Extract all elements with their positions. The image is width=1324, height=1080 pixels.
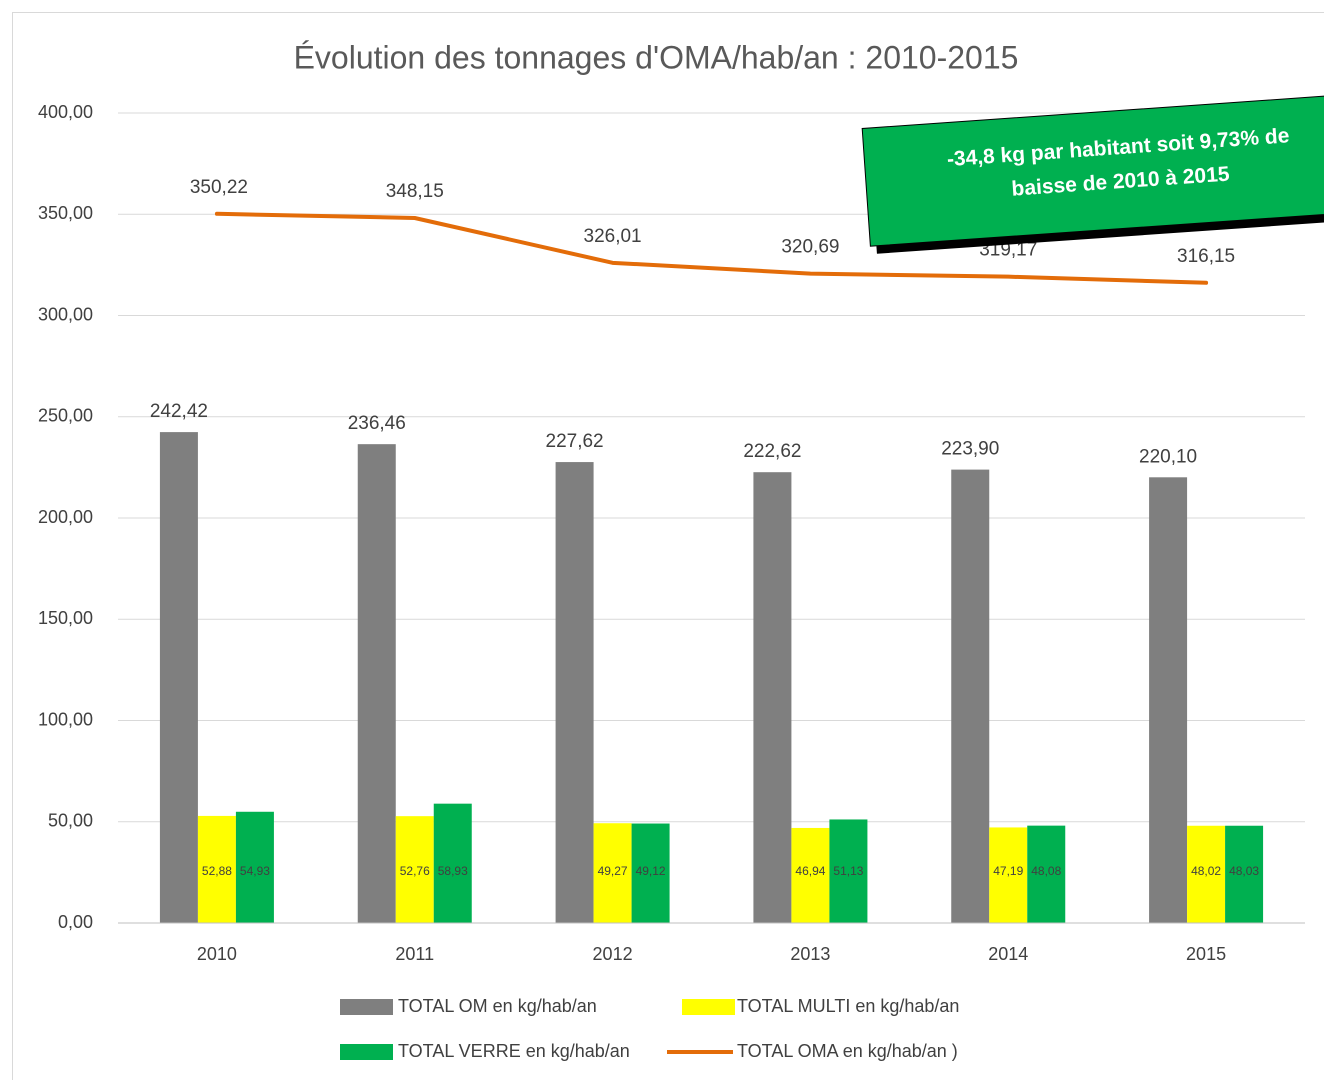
y-tick-label: 150,00 bbox=[38, 608, 93, 628]
legend-swatch bbox=[682, 999, 735, 1015]
legend-label: TOTAL VERRE en kg/hab/an bbox=[398, 1041, 630, 1061]
data-label: 223,90 bbox=[941, 439, 999, 460]
annotation-box bbox=[861, 95, 1324, 247]
y-tick-label: 300,00 bbox=[38, 304, 93, 324]
data-label: 51,13 bbox=[833, 864, 863, 878]
data-label: 326,01 bbox=[584, 226, 642, 247]
data-label: 54,93 bbox=[240, 864, 270, 878]
x-tick-label: 2011 bbox=[395, 944, 434, 964]
data-label: 48,02 bbox=[1191, 864, 1221, 878]
data-label: 49,12 bbox=[636, 864, 666, 878]
bar bbox=[829, 819, 868, 923]
data-label: 350,22 bbox=[190, 177, 248, 198]
bar bbox=[357, 444, 396, 923]
bar bbox=[1187, 825, 1226, 923]
data-label: 236,46 bbox=[348, 413, 406, 434]
bar bbox=[159, 432, 198, 923]
y-tick-label: 50,00 bbox=[48, 811, 93, 831]
data-label: 348,15 bbox=[386, 181, 444, 202]
bar bbox=[593, 823, 632, 923]
bar bbox=[395, 816, 434, 923]
data-label: 48,08 bbox=[1031, 864, 1061, 878]
bar bbox=[791, 827, 830, 923]
bar bbox=[433, 803, 472, 923]
y-tick-label: 350,00 bbox=[38, 203, 93, 223]
legend-label: TOTAL OM en kg/hab/an bbox=[398, 996, 597, 1016]
bar bbox=[555, 462, 594, 923]
data-label: 320,69 bbox=[781, 237, 839, 258]
data-label: 227,62 bbox=[546, 431, 604, 452]
data-label: 46,94 bbox=[795, 864, 825, 878]
bar bbox=[753, 472, 792, 923]
x-tick-label: 2015 bbox=[1186, 944, 1226, 964]
x-tick-label: 2010 bbox=[197, 944, 237, 964]
data-label: 58,93 bbox=[438, 864, 468, 878]
bar bbox=[951, 469, 990, 923]
line bbox=[214, 211, 1209, 285]
x-tick-label: 2012 bbox=[593, 944, 633, 964]
data-label: 49,27 bbox=[598, 864, 628, 878]
y-tick-label: 400,00 bbox=[38, 102, 93, 122]
x-tick-label: 2014 bbox=[988, 944, 1028, 964]
legend-swatch bbox=[340, 1044, 393, 1060]
bar bbox=[1225, 825, 1264, 923]
data-label: 47,19 bbox=[993, 864, 1023, 878]
y-tick-label: 100,00 bbox=[38, 709, 93, 729]
data-label: 220,10 bbox=[1139, 446, 1197, 467]
data-label: 52,76 bbox=[400, 864, 430, 878]
y-tick-label: 200,00 bbox=[38, 507, 93, 527]
data-label: 48,03 bbox=[1229, 864, 1259, 878]
data-label: 222,62 bbox=[743, 441, 801, 462]
bar bbox=[631, 823, 670, 923]
legend-label: TOTAL MULTI en kg/hab/an bbox=[737, 996, 959, 1016]
bar bbox=[1027, 825, 1066, 923]
data-label: 52,88 bbox=[202, 864, 232, 878]
y-tick-label: 0,00 bbox=[58, 912, 93, 932]
bar bbox=[989, 827, 1028, 923]
bar bbox=[235, 811, 274, 923]
annotation: -34,8 kg par habitant soit 9,73% debaiss… bbox=[861, 95, 1324, 254]
bar bbox=[197, 815, 236, 923]
legend-swatch bbox=[340, 999, 393, 1015]
data-label: 316,15 bbox=[1177, 246, 1235, 267]
data-label: 242,42 bbox=[150, 401, 208, 422]
chart-title: Évolution des tonnages d'OMA/hab/an : 20… bbox=[294, 39, 1019, 75]
y-tick-label: 250,00 bbox=[38, 406, 93, 426]
bar bbox=[1149, 477, 1188, 923]
x-tick-label: 2013 bbox=[790, 944, 830, 964]
legend-label: TOTAL OMA en kg/hab/an ) bbox=[737, 1041, 958, 1061]
